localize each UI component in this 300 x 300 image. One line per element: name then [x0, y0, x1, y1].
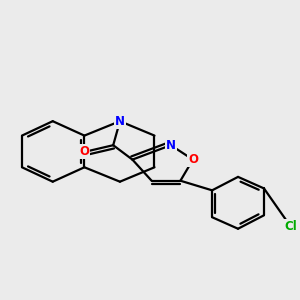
Text: O: O: [188, 153, 198, 166]
Text: Cl: Cl: [284, 220, 297, 233]
Text: N: N: [166, 139, 176, 152]
Text: N: N: [115, 115, 125, 128]
Text: O: O: [80, 146, 89, 158]
